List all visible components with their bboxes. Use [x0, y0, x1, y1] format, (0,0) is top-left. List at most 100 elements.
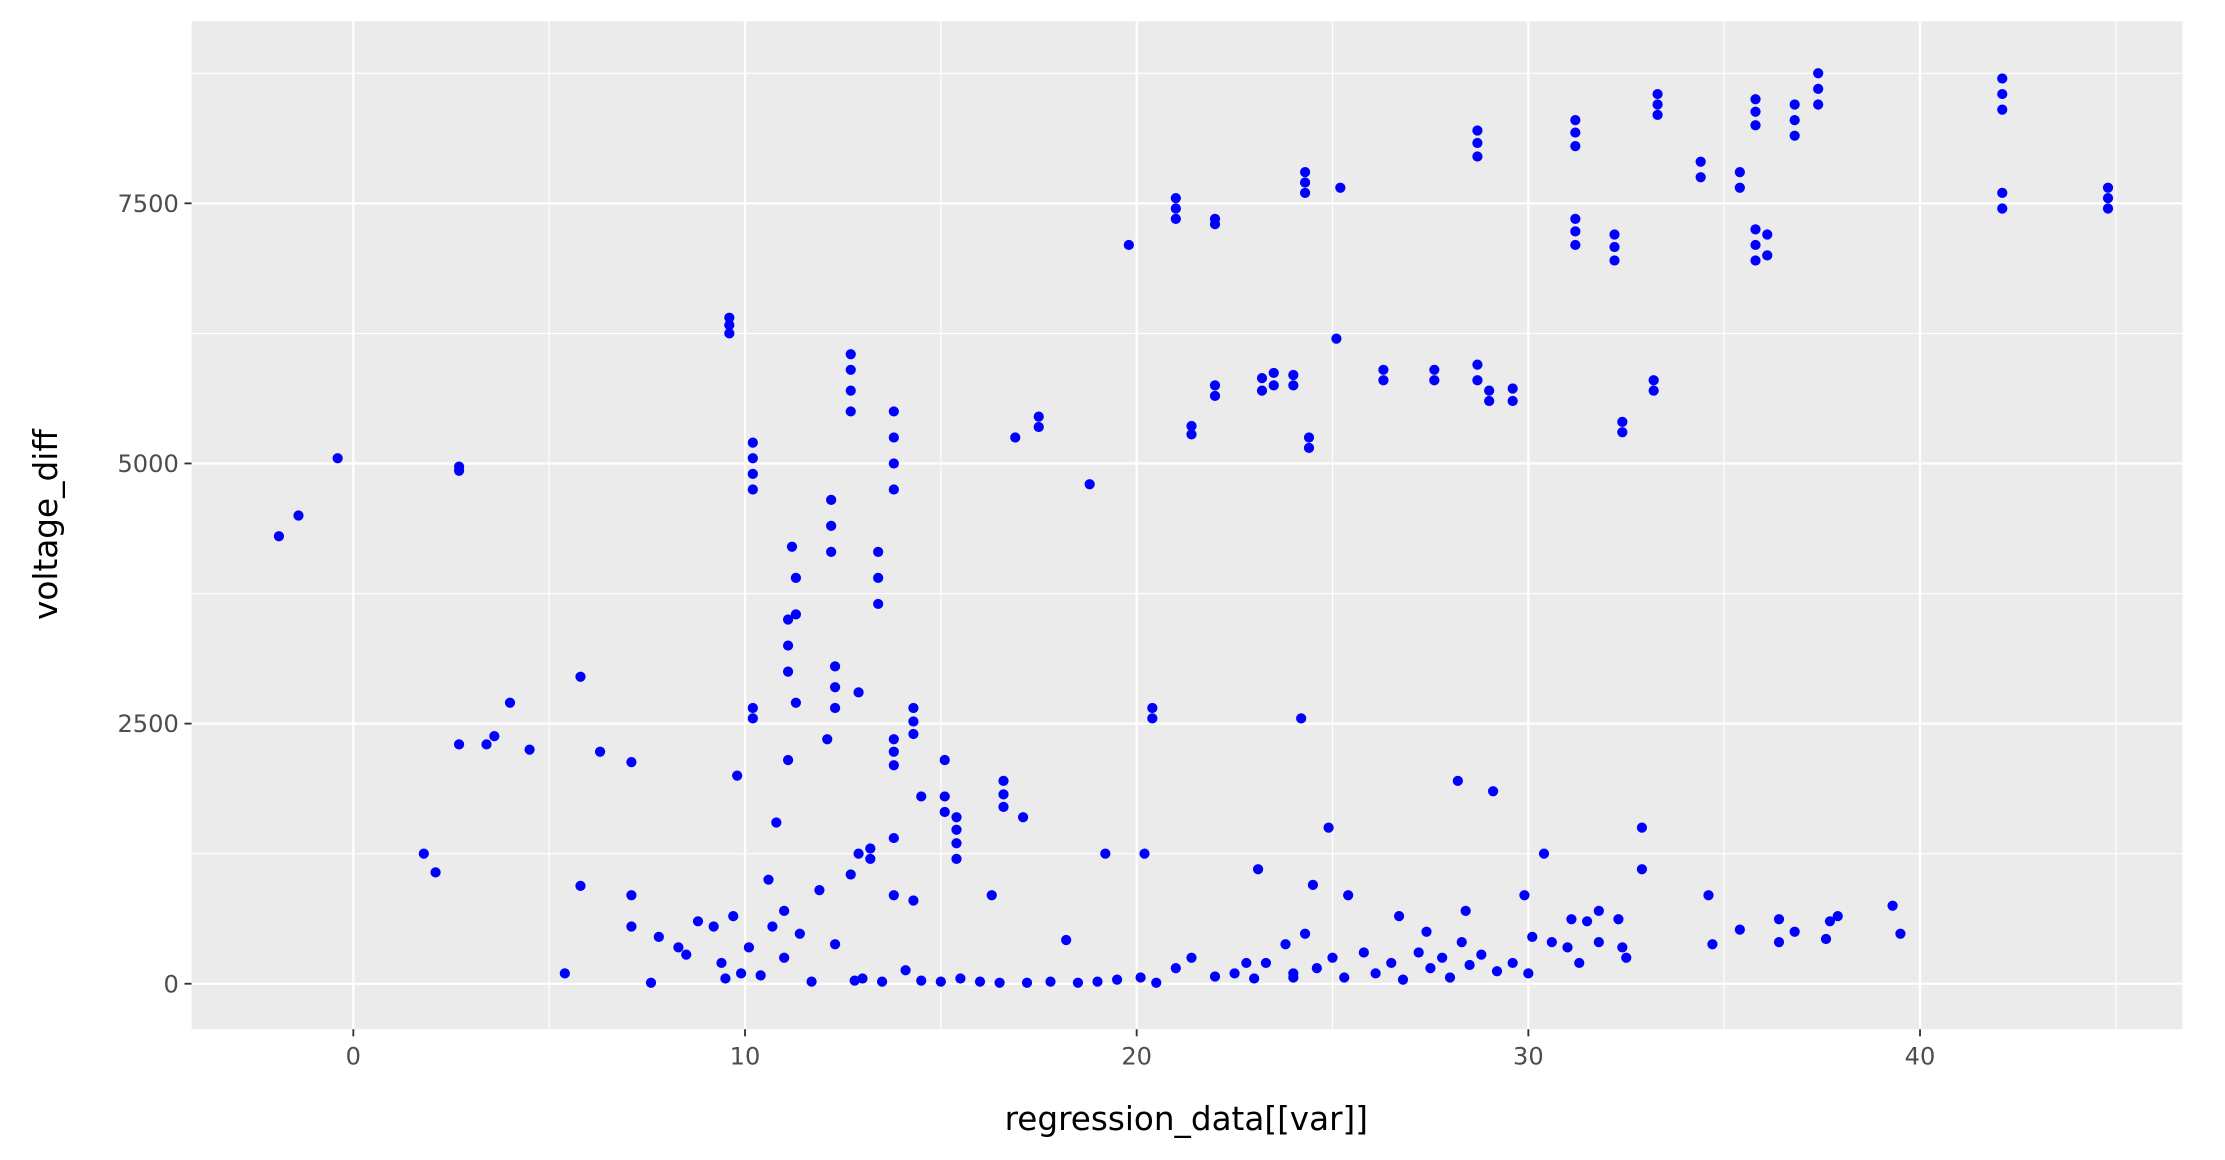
point	[806, 976, 817, 987]
point	[1997, 73, 2008, 84]
point	[1609, 241, 1620, 253]
point	[1299, 166, 1311, 178]
point	[1472, 359, 1483, 370]
point	[1186, 429, 1197, 440]
point	[1061, 934, 1072, 946]
plot-panel	[191, 21, 2183, 1030]
point	[1491, 966, 1503, 977]
point	[1378, 375, 1389, 386]
point	[900, 965, 911, 976]
point	[559, 968, 570, 979]
point	[1303, 442, 1315, 453]
point	[1750, 224, 1761, 235]
point	[747, 484, 758, 495]
point	[1421, 926, 1432, 937]
point	[1762, 250, 1773, 261]
point	[653, 931, 664, 943]
point	[888, 890, 899, 901]
point	[1750, 239, 1761, 251]
point	[873, 546, 884, 558]
point	[1484, 395, 1495, 407]
point	[1609, 229, 1620, 240]
point	[853, 848, 864, 859]
point	[1813, 83, 1824, 94]
point	[998, 789, 1009, 800]
point	[779, 952, 790, 963]
point	[1429, 375, 1440, 386]
point	[1084, 479, 1095, 490]
point	[986, 890, 997, 901]
point	[908, 728, 919, 740]
point	[826, 546, 837, 558]
point	[1229, 968, 1240, 979]
x-tick-label: 20	[1121, 1043, 1152, 1071]
point	[1268, 380, 1279, 391]
point	[916, 975, 927, 986]
point	[1523, 968, 1534, 979]
point	[1429, 364, 1440, 375]
point	[1570, 226, 1581, 237]
point	[1288, 380, 1299, 391]
point	[1636, 864, 1648, 875]
point	[849, 975, 860, 986]
point	[1464, 959, 1475, 971]
point	[708, 921, 719, 932]
point	[1386, 957, 1397, 969]
point	[1268, 367, 1279, 379]
point	[575, 671, 586, 682]
point	[1256, 385, 1268, 396]
point	[1789, 130, 1800, 141]
point	[1033, 421, 1044, 433]
point	[735, 968, 747, 979]
point	[575, 880, 586, 892]
point	[453, 739, 465, 750]
point	[732, 770, 743, 781]
axes: 0 10 20 30 40 0 2500 5000 7500	[117, 190, 1935, 1071]
point	[845, 385, 856, 396]
point	[790, 609, 802, 620]
point	[1311, 963, 1322, 974]
point	[1296, 713, 1307, 724]
point	[755, 970, 766, 981]
point	[1476, 949, 1487, 960]
point	[845, 406, 856, 417]
point	[876, 976, 888, 987]
point	[1789, 99, 1800, 110]
point	[1773, 914, 1785, 925]
point	[908, 702, 919, 714]
point	[1997, 88, 2008, 100]
point	[2102, 192, 2114, 204]
point	[1452, 775, 1463, 786]
point	[2102, 203, 2114, 214]
point	[1695, 156, 1706, 167]
point	[1260, 957, 1272, 969]
point	[782, 666, 794, 677]
point	[418, 848, 429, 859]
point	[1527, 931, 1538, 943]
point	[865, 843, 876, 854]
point	[1249, 973, 1260, 984]
point	[1472, 375, 1483, 386]
y-tick-label: 7500	[117, 190, 178, 218]
point	[998, 775, 1009, 786]
point	[782, 640, 794, 651]
point	[829, 682, 841, 693]
point	[1303, 432, 1315, 443]
point	[1358, 947, 1369, 958]
point	[1111, 974, 1123, 985]
y-axis-title: voltage_diff	[27, 428, 65, 620]
point	[1519, 890, 1530, 901]
point	[790, 572, 802, 584]
point	[724, 319, 735, 331]
point	[747, 702, 758, 714]
point	[1648, 375, 1659, 386]
point	[1570, 127, 1581, 138]
point	[826, 494, 837, 505]
point	[681, 949, 692, 960]
point	[873, 598, 884, 610]
point	[1209, 213, 1221, 225]
y-tick-label: 0	[163, 970, 178, 998]
point	[1813, 99, 1824, 110]
point	[1609, 255, 1620, 266]
